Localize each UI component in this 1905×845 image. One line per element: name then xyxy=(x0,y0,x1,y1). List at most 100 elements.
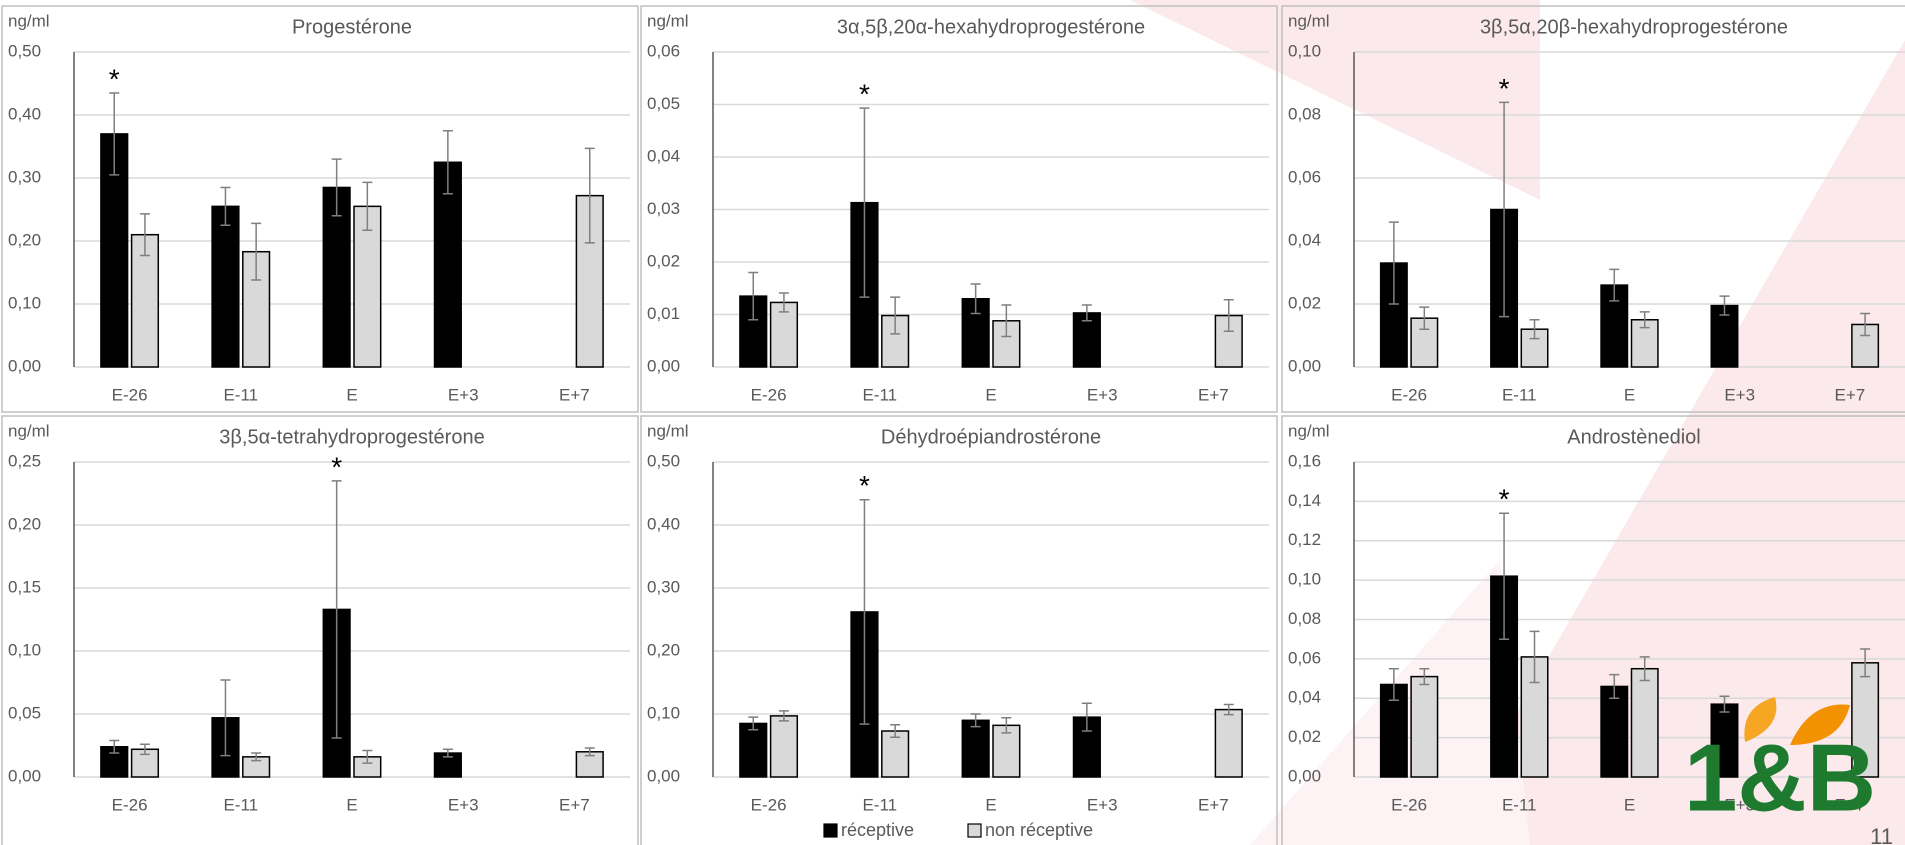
x-tick-label: E-26 xyxy=(751,795,787,814)
error-bar xyxy=(109,739,120,754)
error-bar xyxy=(139,743,150,756)
bar xyxy=(130,233,160,368)
chart-title: 3β,5α-tetrahydroprogestérone xyxy=(219,426,484,448)
error-bar xyxy=(1419,667,1430,686)
significance-marker: * xyxy=(859,470,870,501)
legend-label: réceptive xyxy=(841,820,914,840)
x-tick-label: E+7 xyxy=(559,385,590,404)
error-bar xyxy=(442,130,453,195)
y-tick-label: 0,04 xyxy=(1288,688,1321,707)
y-tick-label: 0,10 xyxy=(1288,41,1321,60)
panel-border xyxy=(640,5,1278,413)
error-bar xyxy=(1609,268,1620,302)
x-tick-label: E+3 xyxy=(1724,795,1755,814)
bar xyxy=(1214,708,1243,778)
significance-marker: * xyxy=(1499,73,1510,104)
y-tick-label: 0,05 xyxy=(647,94,680,113)
error-bar xyxy=(1499,512,1510,640)
y-tick-label: 0,15 xyxy=(8,577,41,596)
error-bar xyxy=(1419,306,1430,330)
error-bar xyxy=(1081,304,1092,322)
chart-panel: ng/ml 3α,5β,20α-hexahydroprogestérone 0,00… xyxy=(640,5,1278,413)
error-bar xyxy=(251,752,262,762)
y-tick-label: 0,04 xyxy=(647,146,680,165)
significance-marker: * xyxy=(109,63,120,94)
bar xyxy=(1600,685,1629,778)
significance-marker: * xyxy=(859,79,870,110)
legend-label: non réceptive xyxy=(985,820,1093,840)
error-bar xyxy=(890,296,901,335)
error-bar xyxy=(859,107,870,298)
y-tick-label: 0,02 xyxy=(647,251,680,270)
x-tick-label: E-11 xyxy=(1502,385,1537,404)
panel-border xyxy=(1,5,639,413)
y-axis-label: ng/ml xyxy=(647,11,689,30)
error-bar xyxy=(362,181,373,232)
error-bar xyxy=(1223,703,1234,716)
x-tick-label: E-26 xyxy=(1391,385,1427,404)
bar xyxy=(322,186,351,368)
error-bar xyxy=(251,222,262,281)
y-tick-label: 0,06 xyxy=(1288,167,1321,186)
error-bar xyxy=(1001,304,1012,338)
y-tick-label: 0,00 xyxy=(647,356,680,375)
y-tick-label: 0,00 xyxy=(8,356,41,375)
y-tick-label: 0,02 xyxy=(1288,293,1321,312)
error-bar xyxy=(859,499,870,725)
y-tick-label: 0,06 xyxy=(647,41,680,60)
bar xyxy=(1851,662,1880,778)
y-tick-label: 0,08 xyxy=(1288,609,1321,628)
y-tick-label: 0,03 xyxy=(647,199,680,218)
x-tick-label: E xyxy=(985,385,996,404)
y-axis-label: ng/ml xyxy=(1288,11,1330,30)
bar xyxy=(433,161,462,368)
y-axis-label: ng/ml xyxy=(1288,421,1330,440)
panel-border xyxy=(640,415,1278,845)
bar xyxy=(575,194,604,368)
x-tick-label: E-11 xyxy=(1502,795,1537,814)
legend-swatch xyxy=(823,823,838,838)
error-bar xyxy=(1860,648,1871,678)
y-tick-label: 0,02 xyxy=(1288,727,1321,746)
x-tick-label: E+7 xyxy=(1198,385,1229,404)
x-tick-label: E+3 xyxy=(1087,385,1118,404)
y-tick-label: 0,05 xyxy=(8,703,41,722)
x-tick-label: E xyxy=(1624,795,1635,814)
page-number: 11 xyxy=(1870,824,1893,845)
bar xyxy=(881,314,910,368)
y-tick-label: 0,50 xyxy=(8,41,41,60)
error-bar xyxy=(139,213,150,257)
error-bar xyxy=(778,292,789,313)
logo-leaf xyxy=(1790,704,1850,745)
y-tick-label: 0,06 xyxy=(1288,648,1321,667)
x-tick-label: E+3 xyxy=(448,385,479,404)
y-tick-label: 0,50 xyxy=(647,451,680,470)
error-bar xyxy=(1529,630,1540,684)
error-bar xyxy=(970,713,981,728)
error-bar xyxy=(584,747,595,757)
y-tick-label: 0,20 xyxy=(8,230,41,249)
error-bar xyxy=(1719,295,1730,316)
logo: 1&B xyxy=(1684,697,1876,831)
error-bar xyxy=(442,748,453,758)
legend-swatch xyxy=(967,823,982,838)
error-bar xyxy=(1001,717,1012,734)
y-tick-label: 0,10 xyxy=(1288,570,1321,589)
error-bar xyxy=(1639,656,1650,682)
error-bar xyxy=(220,679,231,757)
error-bar xyxy=(1388,667,1399,701)
bar xyxy=(1379,683,1408,778)
y-tick-label: 0,16 xyxy=(1288,451,1321,470)
y-tick-label: 0,00 xyxy=(1288,766,1321,785)
error-bar xyxy=(1719,695,1730,713)
x-tick-label: E xyxy=(985,795,996,814)
bar xyxy=(881,730,910,778)
x-tick-label: E+3 xyxy=(1724,385,1755,404)
x-tick-label: E xyxy=(346,795,357,814)
error-bar xyxy=(1223,299,1234,333)
y-tick-label: 0,08 xyxy=(1288,104,1321,123)
x-tick-label: E xyxy=(1624,385,1635,404)
x-tick-label: E xyxy=(346,385,357,404)
error-bar xyxy=(331,158,342,217)
